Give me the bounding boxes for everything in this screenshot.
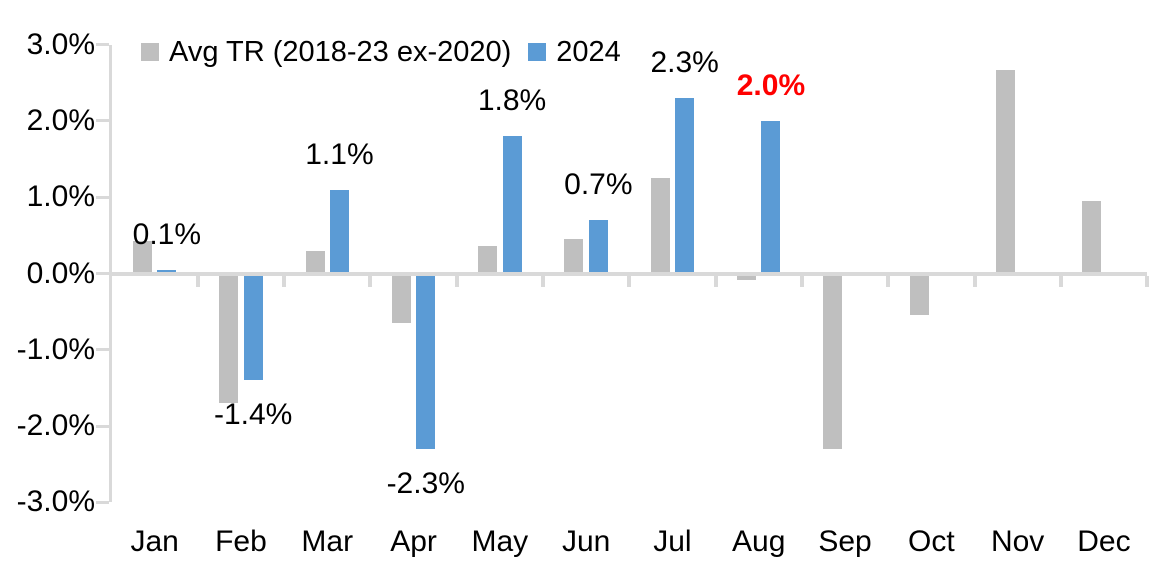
bar-2024-aug	[761, 120, 781, 274]
x-axis-tick	[799, 276, 804, 287]
x-axis-tick	[282, 276, 287, 287]
x-axis-tick	[1145, 276, 1150, 287]
x-axis-tick	[368, 276, 373, 287]
y-axis-tick	[95, 195, 109, 199]
data-label-jun: 0.7%	[564, 168, 633, 202]
x-axis-tick	[972, 276, 977, 287]
legend-item-avg-tr: Avg TR (2018-23 ex-2020)	[141, 35, 511, 69]
bar-2024-apr	[416, 273, 436, 449]
bar-2024-jul	[675, 98, 695, 274]
y-axis-tick	[95, 500, 109, 504]
bar-avg-tr-sep	[823, 273, 843, 449]
y-axis-tick-label: 3.0%	[26, 27, 95, 61]
bar-2024-may	[502, 136, 522, 274]
x-axis-line	[108, 271, 1148, 276]
y-axis-tick	[95, 348, 109, 352]
legend-swatch-2024	[528, 43, 547, 61]
x-axis-month-label: May	[471, 525, 529, 558]
x-axis-tick	[1058, 276, 1063, 287]
bar-avg-tr-mar	[305, 250, 325, 274]
bar-avg-tr-jul	[650, 178, 670, 274]
legend-item-2024: 2024	[528, 35, 621, 69]
x-axis-month-label: Jul	[653, 525, 692, 558]
x-axis-tick	[541, 276, 545, 287]
legend-swatch-avg-tr	[141, 43, 159, 61]
x-axis-month-label: Jun	[561, 525, 611, 558]
y-axis-tick-label: -1.0%	[16, 332, 95, 366]
x-axis-month-label: Oct	[908, 525, 955, 558]
bar-2024-feb	[243, 273, 263, 381]
x-axis-month-label: Apr	[390, 525, 437, 558]
chart-legend: Avg TR (2018-23 ex-2020) 2024	[141, 35, 621, 69]
bar-2024-jun	[588, 220, 608, 274]
bar-2024-mar	[329, 189, 349, 274]
data-label-apr: -2.3%	[386, 466, 465, 500]
x-axis-month-label: Sep	[818, 525, 872, 558]
x-axis-tick	[713, 276, 718, 287]
bar-avg-tr-may	[478, 246, 498, 274]
y-axis-tick-label: -2.0%	[16, 409, 95, 443]
bar-avg-tr-jan	[132, 241, 152, 274]
y-axis-tick-label: -3.0%	[16, 485, 95, 519]
y-axis-tick	[95, 43, 109, 47]
y-axis-tick-label: 0.0%	[26, 256, 95, 290]
bar-avg-tr-nov	[995, 69, 1015, 274]
x-axis-tick	[454, 276, 459, 287]
data-label-jul: 2.3%	[650, 46, 719, 79]
data-label-feb: -1.4%	[213, 398, 293, 432]
bar-avg-tr-jun	[564, 239, 584, 274]
bar-avg-tr-aug	[737, 273, 757, 280]
x-axis-month-label: Dec	[1077, 525, 1131, 558]
data-label-jan: 0.1%	[132, 217, 202, 251]
bar-avg-tr-feb	[219, 273, 239, 404]
x-axis-month-label: Feb	[215, 525, 267, 558]
y-axis-tick-label: 2.0%	[26, 103, 95, 137]
bar-avg-tr-apr	[391, 273, 411, 324]
data-label-aug: 2.0%	[736, 68, 806, 102]
x-axis-month-label: Aug	[732, 525, 786, 558]
bar-avg-tr-oct	[909, 273, 929, 316]
x-axis-month-label: Nov	[990, 525, 1045, 558]
x-axis-tick	[195, 276, 200, 287]
legend-label-2024: 2024	[556, 36, 621, 68]
bar-avg-tr-dec	[1082, 201, 1102, 274]
x-axis-tick	[627, 276, 632, 287]
x-axis-month-label: Mar	[301, 525, 354, 558]
y-axis-tick	[95, 119, 109, 123]
data-label-may: 1.8%	[477, 84, 547, 118]
y-axis-tick-label: 1.0%	[26, 180, 95, 214]
x-axis-month-label: Jan	[130, 525, 179, 558]
data-label-mar: 1.1%	[305, 137, 374, 171]
x-axis-tick	[886, 276, 891, 287]
y-axis-tick	[95, 272, 109, 275]
y-axis-tick	[95, 424, 109, 428]
legend-label-avg-tr: Avg TR (2018-23 ex-2020)	[169, 36, 512, 68]
